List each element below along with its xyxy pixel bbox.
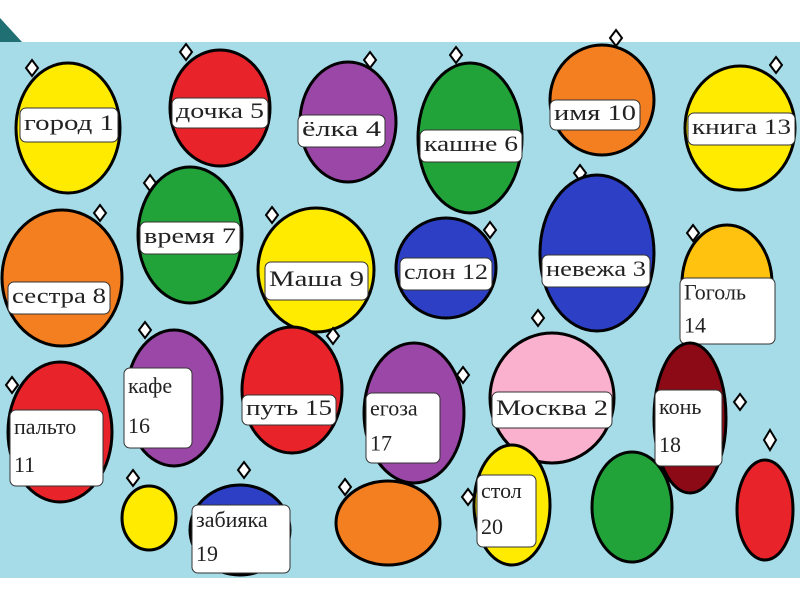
ornament-label: книга 13 — [692, 114, 791, 139]
ornament-ball — [538, 173, 656, 333]
ornament-cap — [137, 320, 153, 340]
ornament-label: время 7 — [144, 223, 236, 248]
ornament: время 7 — [136, 165, 244, 305]
ornament: забияка 19 — [188, 460, 292, 577]
ornament-cap — [4, 375, 20, 395]
ornament-label: Гоголь — [684, 280, 746, 305]
ornament-cap — [24, 58, 40, 78]
label-box — [9, 409, 104, 487]
ornament-label: пальто — [14, 414, 76, 439]
ornament-cap — [530, 308, 546, 328]
label-box — [399, 257, 493, 291]
ornament: дочка 5 — [168, 42, 272, 168]
ornament-label: кашне 6 — [424, 131, 518, 156]
ornament-label: город 1 — [24, 110, 114, 135]
label-box — [365, 392, 441, 464]
ornament-cap — [264, 205, 280, 225]
ornament: стол 20 — [460, 443, 552, 567]
ornament-label: стол — [481, 478, 522, 503]
label-box — [139, 221, 241, 255]
label-box — [264, 261, 369, 301]
ornament-label: Москва 2 — [496, 395, 608, 420]
ornament-ball — [0, 208, 124, 348]
ornament-cap — [236, 460, 252, 480]
label-box — [541, 254, 651, 288]
label-box — [19, 107, 119, 143]
ornament-label: 18 — [659, 432, 681, 457]
ornament: кафе 16 — [123, 320, 224, 468]
ornament: конь 18 — [652, 341, 748, 495]
ornament-cap — [325, 326, 341, 346]
label-box — [123, 367, 193, 449]
label-box — [419, 129, 523, 163]
ornament: книга 13 — [683, 55, 797, 192]
ornament-cap — [448, 45, 464, 65]
ornament-cap — [732, 392, 748, 412]
ornament: кашне 6 — [416, 45, 524, 215]
ornament-cap — [685, 223, 701, 243]
ornament-label: 19 — [196, 541, 218, 566]
ornament-label: невежа 3 — [546, 256, 646, 281]
plain-ornaments — [120, 428, 795, 567]
ornament-cap — [460, 487, 476, 507]
ornament: имя 10 — [548, 28, 656, 157]
label-box — [687, 112, 796, 146]
ornament-label: 17 — [370, 431, 392, 456]
label-box — [171, 97, 269, 129]
label-box — [297, 114, 386, 148]
ornament: ёлка 4 — [297, 50, 398, 184]
ornament: город 1 — [14, 58, 122, 195]
ornament: егоза 17 — [362, 341, 471, 485]
ornament-label: сестра 8 — [12, 283, 106, 308]
ornament-ball — [240, 325, 344, 455]
label-box — [549, 99, 641, 131]
label-box — [7, 281, 111, 315]
ornament-label: забияка — [196, 507, 268, 532]
ornament-cap — [768, 55, 784, 75]
label-box — [476, 474, 537, 548]
ornament-label: кафе — [128, 373, 172, 398]
ornament-label: путь 15 — [246, 395, 332, 420]
ornament-label: дочка 5 — [176, 98, 264, 123]
ornament: слон 12 — [394, 216, 498, 320]
ornament-label: слон 12 — [404, 259, 488, 284]
ornament: Гоголь 14 — [679, 223, 776, 345]
ornament: Москва 2 — [488, 308, 616, 465]
ornament-label: 16 — [128, 413, 150, 438]
ornament-label: егоза — [370, 396, 418, 421]
ornament: путь 15 — [240, 325, 344, 455]
ornament: Маша 9 — [256, 205, 376, 334]
ornament-cap — [178, 42, 194, 62]
ornament: сестра 8 — [0, 203, 124, 348]
ornament-cap — [455, 365, 471, 385]
ornament-cap — [92, 203, 108, 223]
ornament-label: имя 10 — [554, 100, 636, 125]
ornament-label: Маша 9 — [269, 266, 364, 291]
ornament: пальто 11 — [4, 360, 114, 504]
ornament-label: конь — [659, 394, 701, 419]
corner-accent — [0, 18, 22, 42]
label-box — [491, 391, 613, 429]
ornament-label: 20 — [481, 514, 503, 539]
ornament-label: 14 — [684, 313, 706, 338]
ornament-label: 11 — [14, 452, 35, 477]
label-box — [654, 389, 723, 467]
ornament-cap — [482, 220, 498, 240]
label-box — [241, 394, 337, 426]
label-box — [191, 504, 291, 574]
ornament: невежа 3 — [538, 163, 656, 333]
ornament-label: ёлка 4 — [302, 116, 381, 141]
label-box — [679, 277, 776, 345]
